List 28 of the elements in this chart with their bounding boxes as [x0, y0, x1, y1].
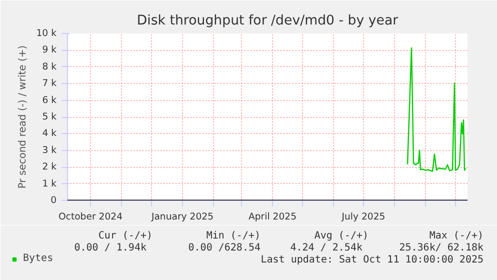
y-tick-label: 1 k — [42, 178, 58, 190]
y-tick-label: 4 k — [42, 128, 58, 140]
text: 0.00 / 1.94k — [74, 242, 146, 254]
y-axis-title: Pr second read (-) / write (+) — [17, 45, 28, 189]
y-tick-label: 3 k — [42, 144, 58, 156]
text: Avg (-/+) — [314, 230, 369, 242]
y-tick-label: 6 k — [42, 94, 58, 106]
y-tick-label: 0 — [50, 195, 57, 206]
x-tick-label: October 2024 — [58, 212, 123, 222]
y-tick-label: 2 k — [42, 162, 58, 173]
x-tick-label: April 2025 — [248, 212, 297, 222]
y-tick-label: 9 k — [42, 44, 58, 56]
y-tick-label: 10 k — [36, 28, 58, 39]
chart-title: Disk throughput for /dev/md0 - by year — [136, 14, 399, 28]
text: Last update: Sat Oct 11 10:00:00 2025 — [260, 254, 484, 266]
y-tick-label: 5 k — [42, 112, 58, 122]
line-series — [406, 47, 466, 172]
text: Max (-/+) — [429, 230, 484, 242]
text: Cur (-/+) — [98, 230, 153, 242]
text: 25.36k/ 62.18k — [399, 242, 484, 254]
text: 0.00 /628.54 — [188, 242, 261, 254]
x-tick-label: July 2025 — [340, 212, 386, 222]
x-tick-label: January 2025 — [150, 212, 214, 222]
y-tick-label: 8 k — [42, 61, 58, 72]
legend-label: Bytes — [23, 253, 54, 264]
text: 4.24 / 2.54k — [290, 242, 362, 254]
text: Min (-/+) — [206, 230, 261, 242]
y-tick-label: 7 k — [42, 78, 58, 90]
